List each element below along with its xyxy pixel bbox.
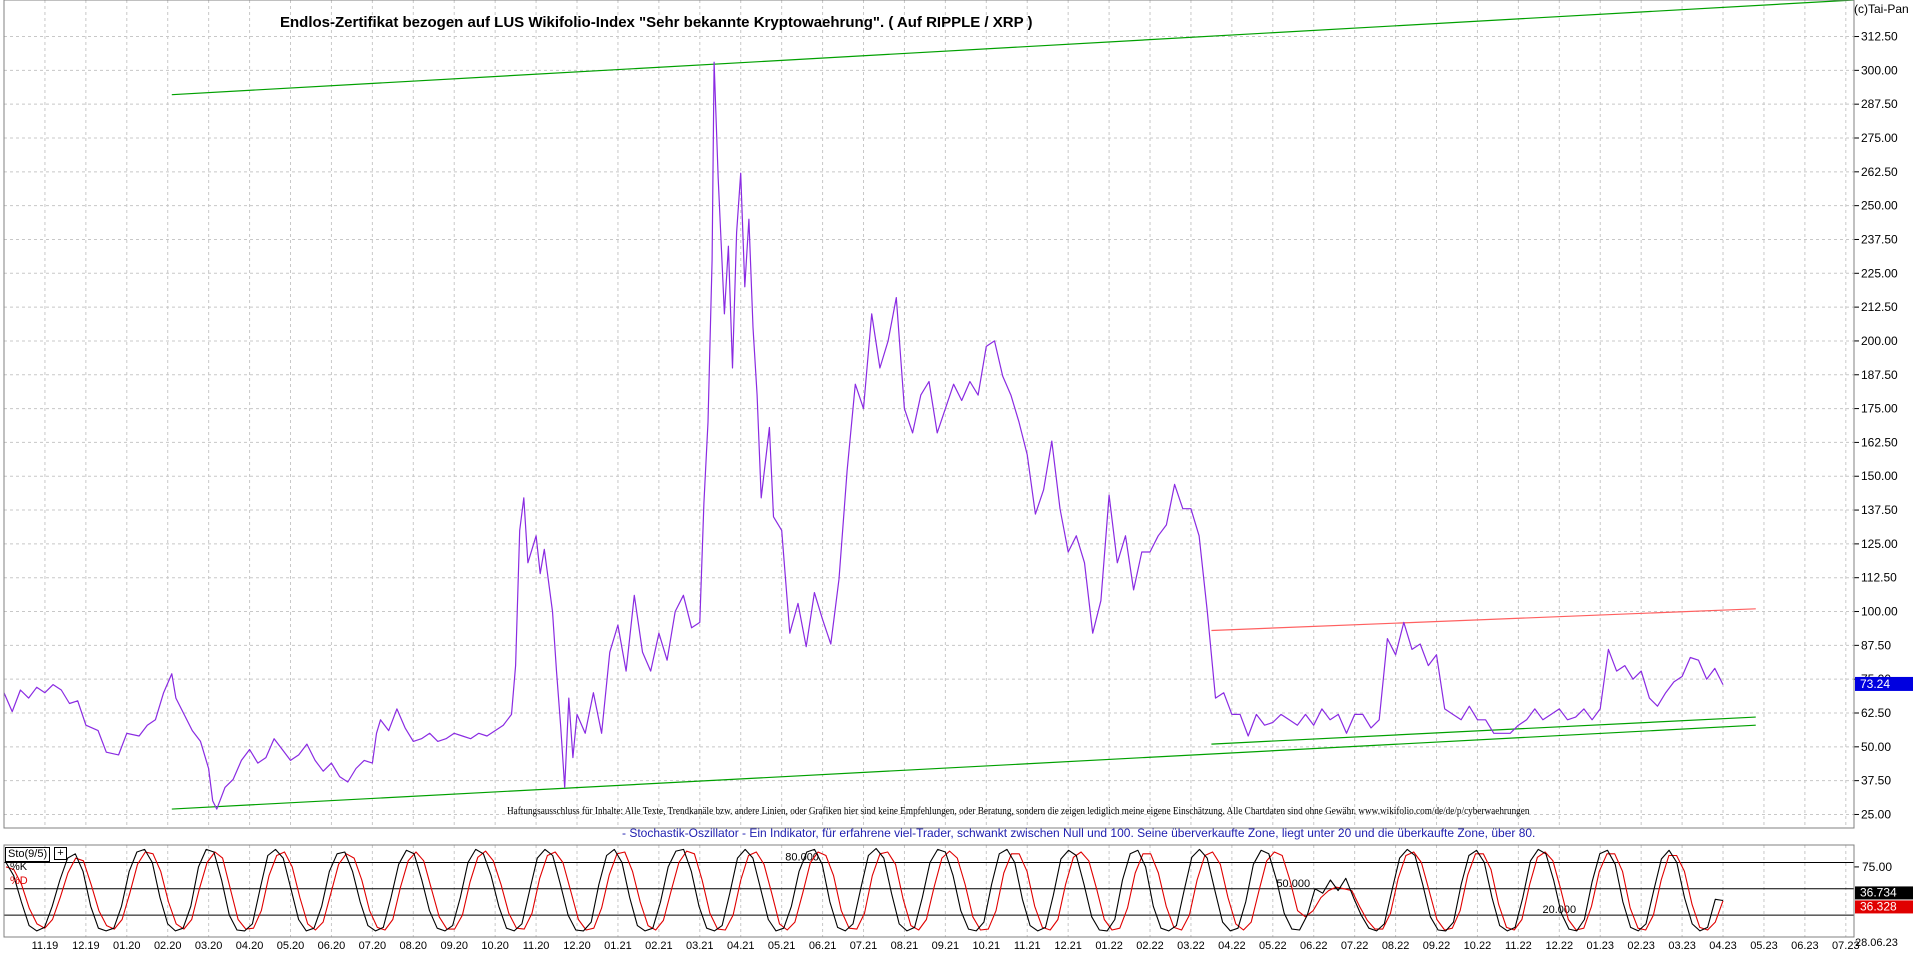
disclaimer-text: Haftungsausschluss für Inhalte: Alle Tex… — [507, 806, 1530, 817]
x-tick-label: 05.20 — [277, 940, 305, 952]
x-tick-label: 02.22 — [1136, 940, 1164, 952]
legend-d-label: %D — [10, 875, 28, 887]
x-tick-label: 03.22 — [1177, 940, 1205, 952]
osc-k-line — [5, 847, 1724, 932]
support-line — [1211, 716, 1756, 745]
oscillator-panel-border — [3, 844, 1855, 938]
y-tick-label: 175.00 — [1861, 402, 1898, 416]
x-tick-label: 12.19 — [72, 940, 100, 952]
x-tick-label: 08.22 — [1382, 940, 1410, 952]
last-value-label: 73.24 — [1860, 677, 1890, 691]
x-tick-label: 10.21 — [973, 940, 1001, 952]
x-tick-label: 10.20 — [481, 940, 509, 952]
k-last-badge — [1855, 886, 1913, 900]
x-tick-label: 03.21 — [686, 940, 714, 952]
y-tick-label: 150.00 — [1861, 469, 1898, 483]
x-tick-label: 08.21 — [891, 940, 919, 952]
x-tick-label: 12.22 — [1546, 940, 1574, 952]
x-tick-label: 10.22 — [1464, 940, 1492, 952]
x-tick-label: 06.23 — [1791, 940, 1819, 952]
x-tick-label: 06.21 — [809, 940, 837, 952]
x-tick-label: 12.21 — [1054, 940, 1082, 952]
oscillator-description: - Stochastik-Oszillator - Ein Indikator,… — [622, 826, 1536, 840]
last-value-badge — [1855, 676, 1913, 691]
x-tick-label: 08.20 — [400, 940, 428, 952]
x-tick-label: 03.20 — [195, 940, 223, 952]
y-tick-label: 287.50 — [1861, 97, 1898, 111]
copyright-label: (c)Tai-Pan — [1854, 2, 1909, 16]
y-tick-label: 100.00 — [1861, 605, 1898, 619]
x-tick-label: 09.21 — [932, 940, 960, 952]
resistance-line — [1211, 608, 1756, 632]
add-indicator-button[interactable]: + — [54, 847, 67, 860]
y-tick-label: 137.50 — [1861, 503, 1898, 517]
x-tick-label: 09.20 — [440, 940, 468, 952]
upper-channel-line — [171, 0, 1855, 96]
lower-channel-line — [171, 724, 1756, 810]
y-tick-label: 237.50 — [1861, 232, 1898, 246]
y-tick-label: 200.00 — [1861, 334, 1898, 348]
y-tick-label: 112.50 — [1861, 571, 1897, 585]
x-tick-label: 04.22 — [1218, 940, 1246, 952]
k-last-label: 36.734 — [1860, 885, 1897, 899]
y-tick-label: 50.00 — [1861, 740, 1891, 754]
y-tick-label: 262.50 — [1861, 165, 1898, 179]
x-tick-label: 07.22 — [1341, 940, 1369, 952]
y-tick-label: 87.50 — [1861, 638, 1891, 652]
y-tick-label: 162.50 — [1861, 435, 1898, 449]
d-last-label: 36.328 — [1860, 899, 1897, 913]
indicator-name-box[interactable]: Sto(9/5) — [5, 847, 51, 862]
legend-k-label: %K — [10, 861, 28, 873]
x-tick-label: 07.20 — [359, 940, 387, 952]
y-tick-label: 275.00 — [1861, 131, 1898, 145]
osc-d-line — [5, 850, 1724, 931]
x-tick-label: 02.21 — [645, 940, 673, 952]
x-tick-label: 05.23 — [1750, 940, 1778, 952]
osc-reference-label: 80.000 — [785, 852, 819, 864]
y-tick-label: 125.00 — [1861, 537, 1898, 551]
x-tick-label: 04.21 — [727, 940, 755, 952]
last-date-label: 28.06.23 — [1855, 937, 1898, 949]
osc-reference-label: 20.000 — [1542, 904, 1576, 916]
y-tick-label: 25.00 — [1861, 807, 1891, 821]
osc-y-tick-label: 75.00 — [1862, 860, 1892, 874]
x-tick-label: 12.20 — [563, 940, 591, 952]
x-tick-label: 05.22 — [1259, 940, 1287, 952]
x-tick-label: 01.21 — [604, 940, 632, 952]
x-tick-label: 05.21 — [768, 940, 796, 952]
chart-title: Endlos-Zertifikat bezogen auf LUS Wikifo… — [280, 14, 1033, 31]
x-tick-label: 07.21 — [850, 940, 878, 952]
x-tick-label: 11.20 — [523, 940, 550, 952]
x-tick-label: 04.20 — [236, 940, 264, 952]
x-tick-label: 11.22 — [1505, 940, 1532, 952]
y-tick-label: 300.00 — [1861, 63, 1898, 77]
x-tick-label: 02.20 — [154, 940, 182, 952]
y-tick-label: 312.50 — [1861, 30, 1898, 44]
x-tick-label: 06.20 — [318, 940, 346, 952]
x-tick-label: 11.19 — [32, 940, 59, 952]
x-tick-label: 01.23 — [1586, 940, 1614, 952]
y-tick-label: 212.50 — [1861, 300, 1898, 314]
y-tick-label: 250.00 — [1861, 199, 1898, 213]
x-tick-label: 01.20 — [113, 940, 141, 952]
x-tick-label: 11.21 — [1014, 940, 1041, 952]
x-tick-label: 01.22 — [1095, 940, 1123, 952]
price-series-line — [3, 61, 1724, 810]
osc-reference-label: 50.000 — [1276, 878, 1310, 890]
main-panel-border — [3, 0, 1855, 829]
y-tick-label: 62.50 — [1861, 706, 1891, 720]
d-last-badge — [1855, 900, 1913, 914]
x-tick-label: 07.23 — [1832, 940, 1860, 952]
y-tick-label: 187.50 — [1861, 368, 1898, 382]
y-tick-label: 37.50 — [1861, 774, 1891, 788]
x-tick-label: 02.23 — [1627, 940, 1655, 952]
x-tick-label: 09.22 — [1423, 940, 1451, 952]
x-tick-label: 06.22 — [1300, 940, 1328, 952]
x-tick-label: 03.23 — [1668, 940, 1696, 952]
y-tick-label: 225.00 — [1861, 266, 1898, 280]
x-tick-label: 04.23 — [1709, 940, 1737, 952]
